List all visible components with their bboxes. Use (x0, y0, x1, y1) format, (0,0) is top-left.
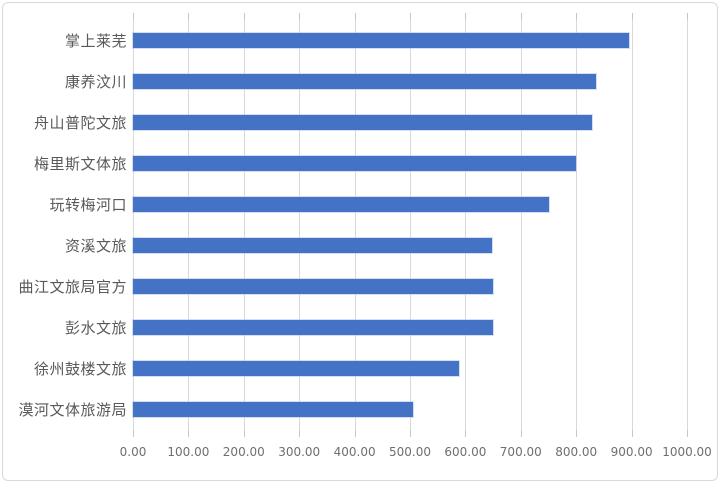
axis-tick-bottom (188, 430, 190, 437)
axis-tick-top (188, 13, 190, 20)
gridline (687, 20, 688, 430)
category-label: 玩转梅河口 (49, 196, 127, 214)
axis-tick-top (687, 13, 688, 20)
bar-row (133, 307, 687, 348)
bar-row (133, 348, 687, 389)
axis-tick-bottom (243, 430, 245, 437)
axis-tick-top (133, 13, 134, 20)
axis-tick-top (576, 13, 578, 20)
category-label: 梅里斯文体旅 (33, 155, 127, 173)
value-axis-labels: 0.00 100.00 200.00 300.00 400.00 500.00 600.00… (120, 445, 712, 465)
value-axis-tick-label: 600.00 (444, 445, 487, 459)
category-label: 彭水文旅 (64, 319, 127, 337)
category-axis-labels: 掌上莱芜康养汶川舟山普陀文旅 梅里斯文体旅玩转梅河口资溪文旅曲江文旅局官方彭水文旅… (6, 20, 127, 430)
bar-row (133, 143, 687, 184)
gridline (576, 20, 578, 430)
category-label: 舟山普陀文旅 (33, 114, 127, 132)
category-label: 徐州鼓楼文旅 (33, 360, 127, 378)
axis-tick-top (243, 13, 245, 20)
bar-徐州鼓楼文旅 (133, 361, 459, 376)
gridline (465, 20, 467, 430)
gridline (410, 20, 411, 430)
gridline (299, 20, 301, 430)
axis-tick-bottom (687, 430, 688, 437)
axis-tick-top (520, 13, 522, 20)
gridline (243, 20, 245, 430)
axis-tick-top (299, 13, 301, 20)
axis-tick-bottom (631, 430, 633, 437)
category-label: 掌上莱芜 (64, 32, 127, 50)
value-axis-tick-label: 800.00 (555, 445, 598, 459)
axis-tick-top (465, 13, 467, 20)
bar-row (133, 61, 687, 102)
bar-康养汶川 (133, 74, 596, 89)
gridline (133, 20, 134, 430)
axis-tick-top (631, 13, 633, 20)
bar-漠河文体旅游局 (133, 402, 413, 417)
value-axis-tick-label: 100.00 (167, 445, 210, 459)
gridline (520, 20, 522, 430)
bar-梅里斯文体旅 (133, 156, 577, 171)
value-axis-tick-label: 300.00 (278, 445, 321, 459)
axis-tick-top (354, 13, 356, 20)
bar-玩转梅河口 (133, 197, 549, 212)
value-axis-tick-label: 700.00 (499, 445, 542, 459)
gridline (188, 20, 190, 430)
gridline (354, 20, 356, 430)
axis-tick-bottom (410, 430, 411, 437)
value-axis-tick-label: 500.00 (389, 445, 431, 459)
value-axis-tick-label: 200.00 (222, 445, 265, 459)
bar-彭水文旅 (133, 320, 494, 335)
value-axis-tick-label: 1000.00 (662, 445, 712, 459)
value-axis-tick-label: 0.00 (119, 445, 147, 459)
gridline (631, 20, 633, 430)
bar-资溪文旅 (133, 238, 492, 253)
bar-row (133, 184, 687, 225)
axis-tick-bottom (465, 430, 467, 437)
bars-layer (133, 20, 687, 430)
bar-row (133, 389, 687, 430)
category-label: 曲江文旅局官方 (18, 278, 127, 296)
category-label: 康养汶川 (64, 73, 127, 91)
bar-row (133, 266, 687, 307)
value-axis-tick-label: 900.00 (610, 445, 653, 459)
axis-tick-top (410, 13, 411, 20)
bar-row (133, 225, 687, 266)
axis-tick-bottom (299, 430, 301, 437)
category-label: 资溪文旅 (64, 237, 127, 255)
bar-row (133, 20, 687, 61)
bar-舟山普陀文旅 (133, 115, 592, 130)
category-label: 漠河文体旅游局 (18, 401, 127, 419)
bar-row (133, 102, 687, 143)
bar-曲江文旅局官方 (133, 279, 494, 294)
axis-tick-bottom (354, 430, 356, 437)
axis-tick-bottom (520, 430, 522, 437)
value-axis-tick-label: 400.00 (333, 445, 376, 459)
axis-tick-bottom (576, 430, 578, 437)
axis-tick-bottom (133, 430, 134, 437)
plot-area (133, 13, 688, 437)
bar-掌上莱芜 (133, 33, 629, 48)
